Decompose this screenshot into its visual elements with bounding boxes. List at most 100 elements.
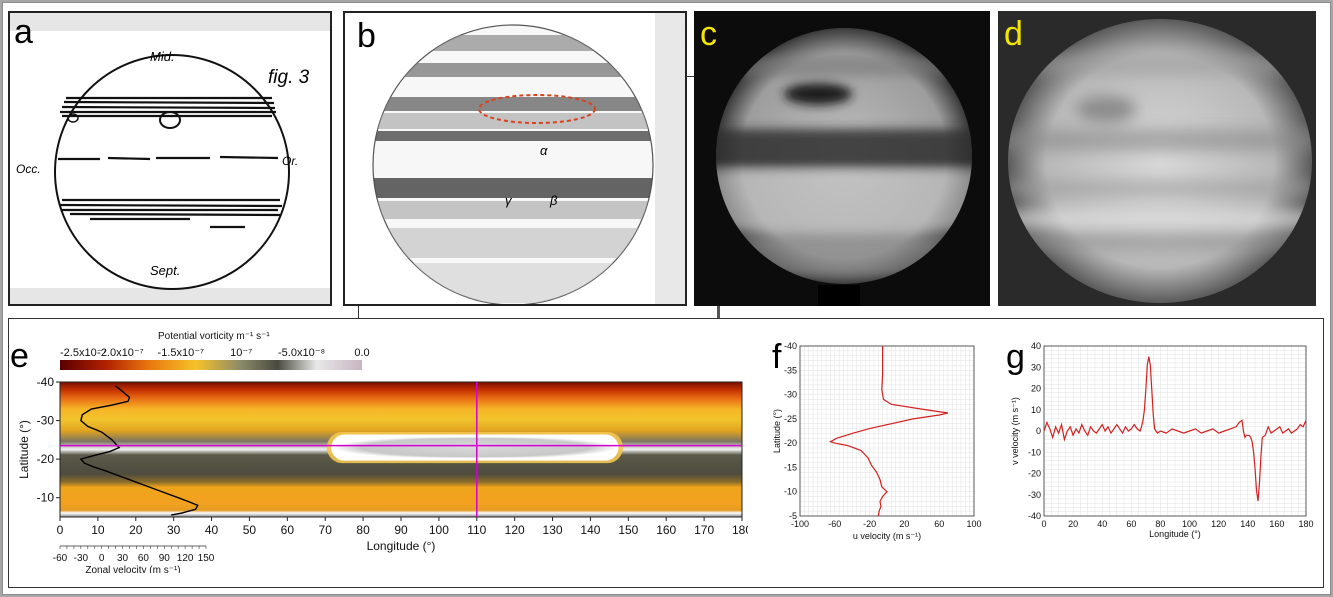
connector-line: [358, 306, 359, 324]
zonal-tick-label: 60: [138, 553, 150, 564]
x-tick-label: 130: [543, 523, 563, 537]
x-tick-label: 160: [1269, 519, 1284, 529]
y-tick-label: -10: [37, 491, 55, 505]
photo-d: [1008, 19, 1312, 303]
colorbar-tick-label: -2.0x10⁻⁷: [97, 347, 143, 359]
x-tick-label: 30: [167, 523, 181, 537]
x-axis-label: Longitude (°): [1149, 529, 1201, 539]
label-figure: fig. 3: [268, 67, 310, 88]
x-tick-label: 140: [1240, 519, 1255, 529]
x-tick-label: 70: [319, 523, 333, 537]
x-tick-label: 120: [505, 523, 525, 537]
x-tick-label: 180: [1298, 519, 1313, 529]
x-tick-label: 100: [1182, 519, 1197, 529]
connector-line: [686, 76, 695, 77]
zonal-tick-label: 120: [177, 553, 194, 564]
y-tick-label: -10: [1028, 447, 1041, 457]
x-tick-label: -100: [791, 519, 809, 529]
x-axis-label: u velocity (m s⁻¹): [853, 531, 921, 541]
x-tick-label: 40: [1097, 519, 1107, 529]
photo-c: [716, 28, 972, 306]
label-alpha: α: [540, 143, 548, 158]
x-tick-label: -60: [828, 519, 841, 529]
x-tick-label: 40: [205, 523, 219, 537]
x-tick-label: 160: [656, 523, 676, 537]
colorbar-title: Potential vorticity m⁻¹ s⁻¹: [158, 331, 270, 342]
zonal-tick-label: 0: [99, 553, 105, 564]
panel-b: α γ β b: [343, 11, 687, 306]
x-tick-label: 80: [1155, 519, 1165, 529]
y-tick-label: -40: [1028, 511, 1041, 521]
colorbar-tick-label: -5.0x10⁻⁸: [278, 347, 325, 359]
x-tick-label: 20: [1068, 519, 1078, 529]
colorbar-tick-label: -1.5x10⁻⁷: [158, 347, 204, 359]
colorbar-tick-label: 10⁻⁷: [230, 347, 252, 359]
colorbar-tick-label: -2.5x10⁻⁷: [60, 347, 106, 359]
x-tick-label: 20: [899, 519, 909, 529]
y-tick-label: -15: [784, 462, 797, 472]
panel-c: c: [694, 11, 990, 306]
x-tick-label: 60: [934, 519, 944, 529]
label-beta: β: [549, 193, 558, 208]
label-top: Mid.: [150, 49, 175, 64]
panel-letter-d: d: [1004, 15, 1023, 53]
x-tick-label: 140: [580, 523, 600, 537]
zonal-tick-label: 150: [198, 553, 215, 564]
chart-f: -100 -60 -20 20 60 100 -40 -35 -30 -25 -20 -15 -10 -5…: [772, 341, 982, 541]
x-tick-label: 110: [467, 523, 486, 537]
zonal-velocity-profile: [79, 385, 199, 516]
galileo-drawing-a: Mid. Occ. Or. Sept. fig. 3: [10, 13, 330, 304]
zonal-velocity-label: Zonal velocity (m s⁻¹): [85, 565, 180, 573]
y-tick-label: -30: [1028, 490, 1041, 500]
colorbar: [60, 360, 362, 370]
colorbar-tick-label: 0.0: [354, 347, 369, 359]
y-tick-label: -5: [789, 511, 797, 521]
sketch-drawing-b: α γ β: [372, 13, 685, 306]
x-tick-label: 120: [1211, 519, 1226, 529]
x-tick-label: 20: [129, 523, 143, 537]
panel-letter-g: g: [1006, 338, 1025, 376]
x-tick-label: 50: [243, 523, 257, 537]
y-tick-label: -20: [37, 452, 55, 466]
y-tick-label: 40: [1031, 341, 1041, 351]
planet-disk-outline: [54, 54, 290, 290]
y-axis-label: v velocity (m s⁻¹): [1010, 397, 1020, 465]
vortex-oval: [331, 434, 619, 461]
chart-g: 0 20 40 60 80 100 120 140 160 180 -40 -30 -20 -10 0 10 2…: [1010, 341, 1314, 539]
v-velocity-line: [1043, 356, 1307, 502]
zonal-tick-label: 90: [159, 553, 171, 564]
y-tick-label: -40: [784, 341, 797, 351]
x-tick-label: 80: [356, 523, 370, 537]
zonal-tick-label: 30: [117, 553, 129, 564]
x-tick-label: 180: [732, 523, 748, 537]
y-tick-label: 10: [1031, 405, 1041, 415]
label-gamma: γ: [505, 193, 513, 208]
spot-a: [159, 111, 181, 129]
panel-letter-b: b: [357, 17, 376, 55]
panel-d: d: [998, 11, 1316, 306]
panel-a: Mid. Occ. Or. Sept. fig. 3 a: [8, 11, 332, 306]
chart-e: Potential vorticity m⁻¹ s⁻¹ -2.5x10⁻⁷-2.…: [17, 331, 748, 573]
label-left: Occ.: [16, 162, 41, 176]
red-spot-outline: [478, 94, 596, 124]
x-tick-label: 60: [281, 523, 295, 537]
panel-letter-e: e: [10, 337, 29, 375]
y-tick-label: -20: [1028, 469, 1041, 479]
x-tick-label: 0: [57, 523, 64, 537]
y-tick-label: 0: [1036, 426, 1041, 436]
x-tick-label: 150: [618, 523, 638, 537]
x-tick-label: -20: [863, 519, 876, 529]
y-tick-label: -20: [784, 438, 797, 448]
label-bottom: Sept.: [150, 263, 180, 278]
u-velocity-line: [829, 346, 949, 517]
x-tick-label: 0: [1041, 519, 1046, 529]
panel-letter-f: f: [772, 338, 782, 376]
panel-letter-c: c: [700, 15, 717, 53]
x-tick-label: 60: [1126, 519, 1136, 529]
zonal-tick-label: -30: [74, 553, 89, 564]
x-tick-label: 100: [429, 523, 449, 537]
zonal-tick-label: -60: [53, 553, 68, 564]
x-tick-label: 10: [91, 523, 105, 537]
plot-frame: [799, 345, 975, 517]
y-tick-label: 30: [1031, 362, 1041, 372]
